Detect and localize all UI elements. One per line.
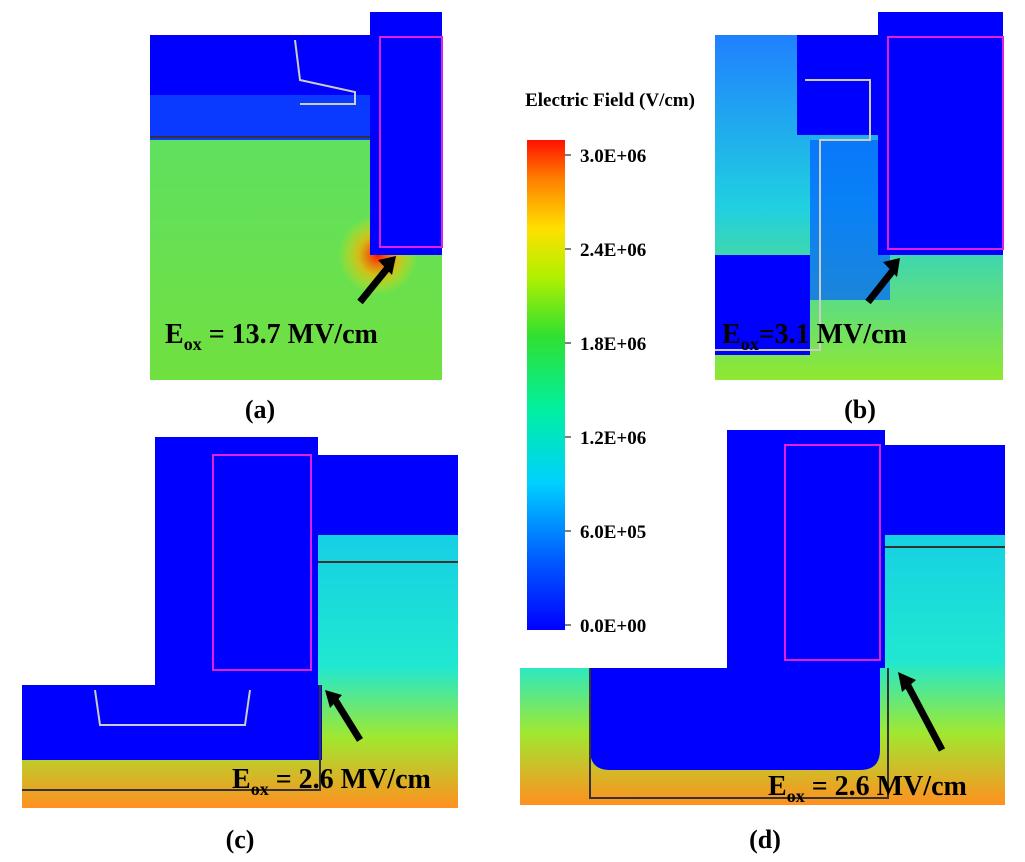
panel-d-image — [520, 430, 1005, 805]
panel-c-image — [22, 437, 458, 808]
panel-b-image — [715, 12, 1004, 380]
panel-label: (c) — [226, 825, 255, 854]
panel-label: (b) — [844, 395, 876, 424]
annotation-subscript: ox — [787, 786, 805, 806]
annotation-subscript: ox — [184, 334, 202, 354]
colorbar-tick-label: 1.2E+06 — [580, 428, 646, 449]
annotation: Eox=3.1 MV/cm — [722, 319, 907, 354]
colorbar-tick-label: 6.0E+05 — [580, 522, 646, 543]
colorbar-tick-label: 0.0E+00 — [580, 616, 646, 637]
panel-label: (a) — [245, 395, 275, 424]
panel-a-image — [150, 12, 443, 380]
colorbar-tick-label: 1.8E+06 — [580, 334, 646, 355]
annotation-text: = 2.6 MV/cm — [805, 771, 967, 802]
panel-label: (d) — [749, 825, 781, 854]
annotation-symbol: E — [165, 319, 184, 350]
annotation: Eox = 2.6 MV/cm — [232, 764, 431, 799]
annotation: Eox = 2.6 MV/cm — [768, 771, 967, 806]
annotation: Eox = 13.7 MV/cm — [165, 319, 378, 354]
annotation-text: = 13.7 MV/cm — [202, 319, 378, 350]
annotation-subscript: ox — [741, 334, 759, 354]
colorbar-title: Electric Field (V/cm) — [525, 90, 695, 111]
annotation-symbol: E — [232, 764, 251, 795]
annotation-text: =3.1 MV/cm — [759, 319, 907, 350]
annotation-symbol: E — [722, 319, 741, 350]
colorbar-tick-label: 3.0E+06 — [580, 146, 646, 167]
annotation-subscript: ox — [251, 779, 269, 799]
annotation-symbol: E — [768, 771, 787, 802]
annotation-text: = 2.6 MV/cm — [269, 764, 431, 795]
colorbar — [527, 140, 565, 630]
colorbar-tick-label: 2.4E+06 — [580, 240, 646, 261]
